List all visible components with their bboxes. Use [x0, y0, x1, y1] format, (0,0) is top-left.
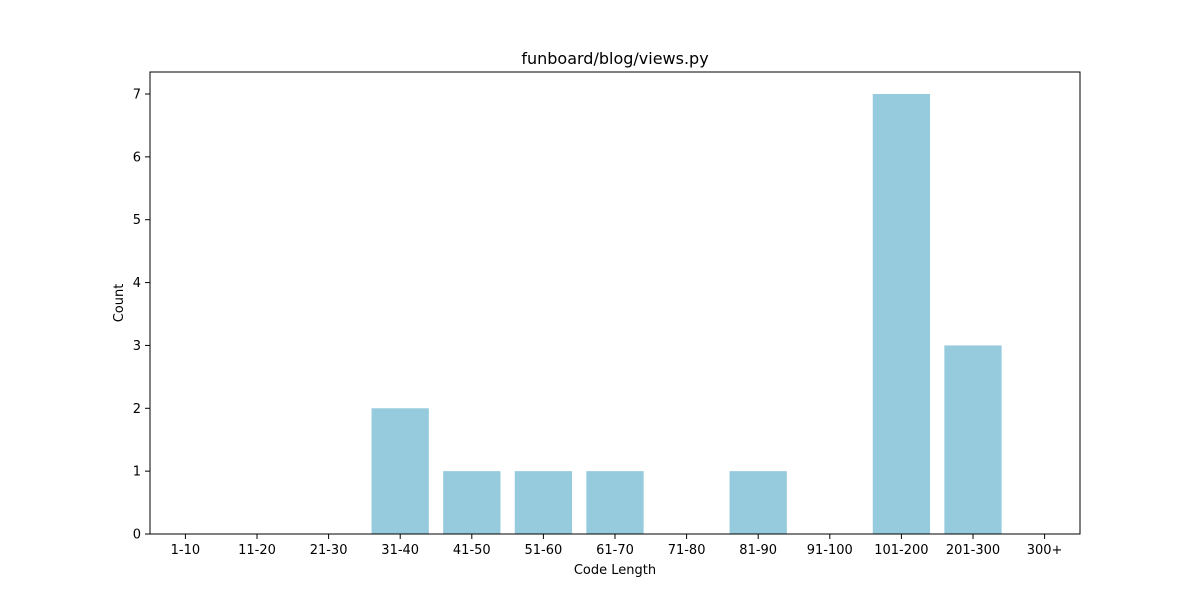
bar-201-300: [944, 345, 1002, 534]
bars-layer: [371, 94, 1002, 534]
x-tick-label: 81-90: [739, 543, 777, 558]
x-tick-label: 300+: [1027, 543, 1063, 558]
x-tick-label: 1-10: [171, 543, 201, 558]
x-axis-label: Code Length: [574, 563, 656, 578]
y-axis-label: Count: [112, 284, 127, 323]
y-tick-label: 1: [133, 465, 141, 480]
plot-frame: [149, 71, 1081, 535]
x-axis: 1-10 11-20 21-30 31-40 41-50 51-60 61-70 71-80 8…: [171, 534, 1063, 558]
y-axis: 0 1 2 3 4 5 6 7: [133, 88, 150, 543]
x-tick-label: 31-40: [381, 543, 419, 558]
y-tick-label: 7: [133, 88, 141, 103]
x-tick-label: 51-60: [525, 543, 563, 558]
x-tick-label: 101-200: [874, 543, 928, 558]
x-tick-label: 11-20: [238, 543, 276, 558]
bar-41-50: [443, 471, 501, 534]
y-tick-label: 2: [133, 402, 141, 417]
bar-101-200: [872, 94, 931, 534]
x-tick-label: 91-100: [807, 543, 853, 558]
x-tick-label: 71-80: [668, 543, 706, 558]
chart-title: funboard/blog/views.py: [521, 49, 708, 68]
bar-61-70: [586, 471, 644, 534]
x-tick-label: 201-300: [946, 543, 1000, 558]
y-tick-label: 3: [133, 339, 141, 354]
bar-31-40: [371, 408, 429, 534]
bar-81-90: [729, 471, 787, 534]
bar-51-60: [514, 471, 573, 534]
x-tick-label: 61-70: [596, 543, 634, 558]
y-tick-label: 0: [133, 528, 141, 543]
y-tick-label: 4: [133, 276, 141, 291]
y-tick-label: 6: [133, 150, 141, 165]
x-tick-label: 21-30: [310, 543, 348, 558]
x-tick-label: 41-50: [453, 543, 491, 558]
y-tick-label: 5: [133, 213, 141, 228]
